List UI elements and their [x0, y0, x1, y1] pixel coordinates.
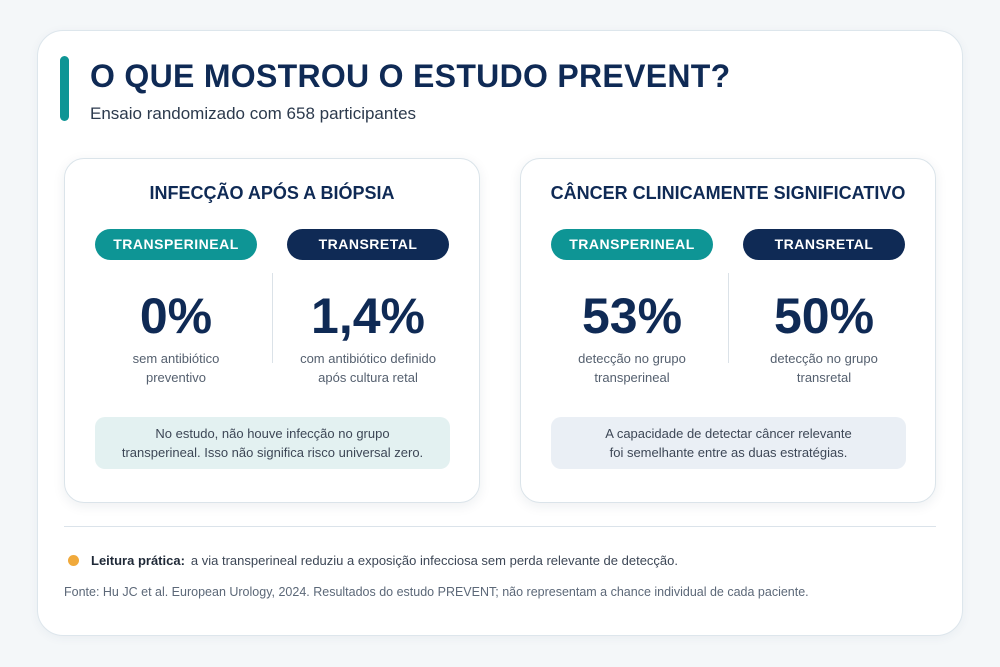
takeaway-text: a via transperineal reduziu a exposição … — [190, 553, 678, 568]
page-title: O QUE MOSTROU O ESTUDO PREVENT? — [90, 58, 731, 94]
stat-value-transperineal: 0% — [139, 288, 213, 344]
stat-description-line: após cultura retal — [318, 370, 418, 385]
card-note-line: transperineal. Isso não significa risco … — [121, 445, 424, 460]
stat-value-transretal: 50% — [773, 288, 875, 344]
stat-description-line: preventivo — [146, 370, 206, 385]
stat-description-line: detecção no grupo — [578, 351, 686, 366]
tag-transretal: TRANSRETAL — [287, 229, 449, 260]
title-accent-bar — [60, 56, 69, 121]
bullet-dot-icon — [68, 555, 79, 566]
tag-transperineal: TRANSPERINEAL — [551, 229, 713, 260]
column-divider — [728, 273, 729, 363]
stat-description-transperineal: sem antibiótico preventivo — [86, 349, 266, 387]
cancer-detection-card: CÂNCER CLINICAMENTE SIGNIFICATIVO TRANSP… — [520, 158, 936, 503]
card-note-line: No estudo, não houve infecção no grupo — [155, 426, 390, 441]
stat-description-line: transretal — [796, 370, 852, 385]
stat-description-line: com antibiótico definido — [300, 351, 436, 366]
card-note: A capacidade de detectar câncer relevant… — [551, 417, 906, 469]
card-note-line: foi semelhante entre as duas estratégias… — [609, 445, 848, 460]
stat-description-line: sem antibiótico — [132, 351, 220, 366]
card-note: No estudo, não houve infecção no grupo t… — [95, 417, 450, 469]
stat-description-line: detecção no grupo — [770, 351, 878, 366]
page-subtitle: Ensaio randomizado com 658 participantes — [90, 104, 417, 123]
footer-divider — [64, 526, 936, 527]
stat-description-transretal: com antibiótico definido após cultura re… — [278, 349, 458, 387]
card-title: INFECÇÃO APÓS A BIÓPSIA — [149, 183, 395, 203]
stat-description-line: transperineal — [594, 370, 670, 385]
card-title: CÂNCER CLINICAMENTE SIGNIFICATIVO — [550, 183, 906, 203]
source-citation: Fonte: Hu JC et al. European Urology, 20… — [64, 585, 809, 599]
stat-value-transperineal: 53% — [581, 288, 683, 344]
card-note-line: A capacidade de detectar câncer relevant… — [605, 426, 852, 441]
practical-takeaway: Leitura prática: a via transperineal redu… — [91, 553, 678, 568]
tag-transperineal: TRANSPERINEAL — [95, 229, 257, 260]
stat-description-transretal: detecção no grupo transretal — [734, 349, 914, 387]
column-divider — [272, 273, 273, 363]
tag-transretal: TRANSRETAL — [743, 229, 905, 260]
stat-value-transretal: 1,4% — [311, 288, 425, 344]
takeaway-label: Leitura prática: — [91, 553, 185, 568]
infection-card: INFECÇÃO APÓS A BIÓPSIA TRANSPERINEAL TR… — [64, 158, 480, 503]
stat-description-transperineal: detecção no grupo transperineal — [542, 349, 722, 387]
